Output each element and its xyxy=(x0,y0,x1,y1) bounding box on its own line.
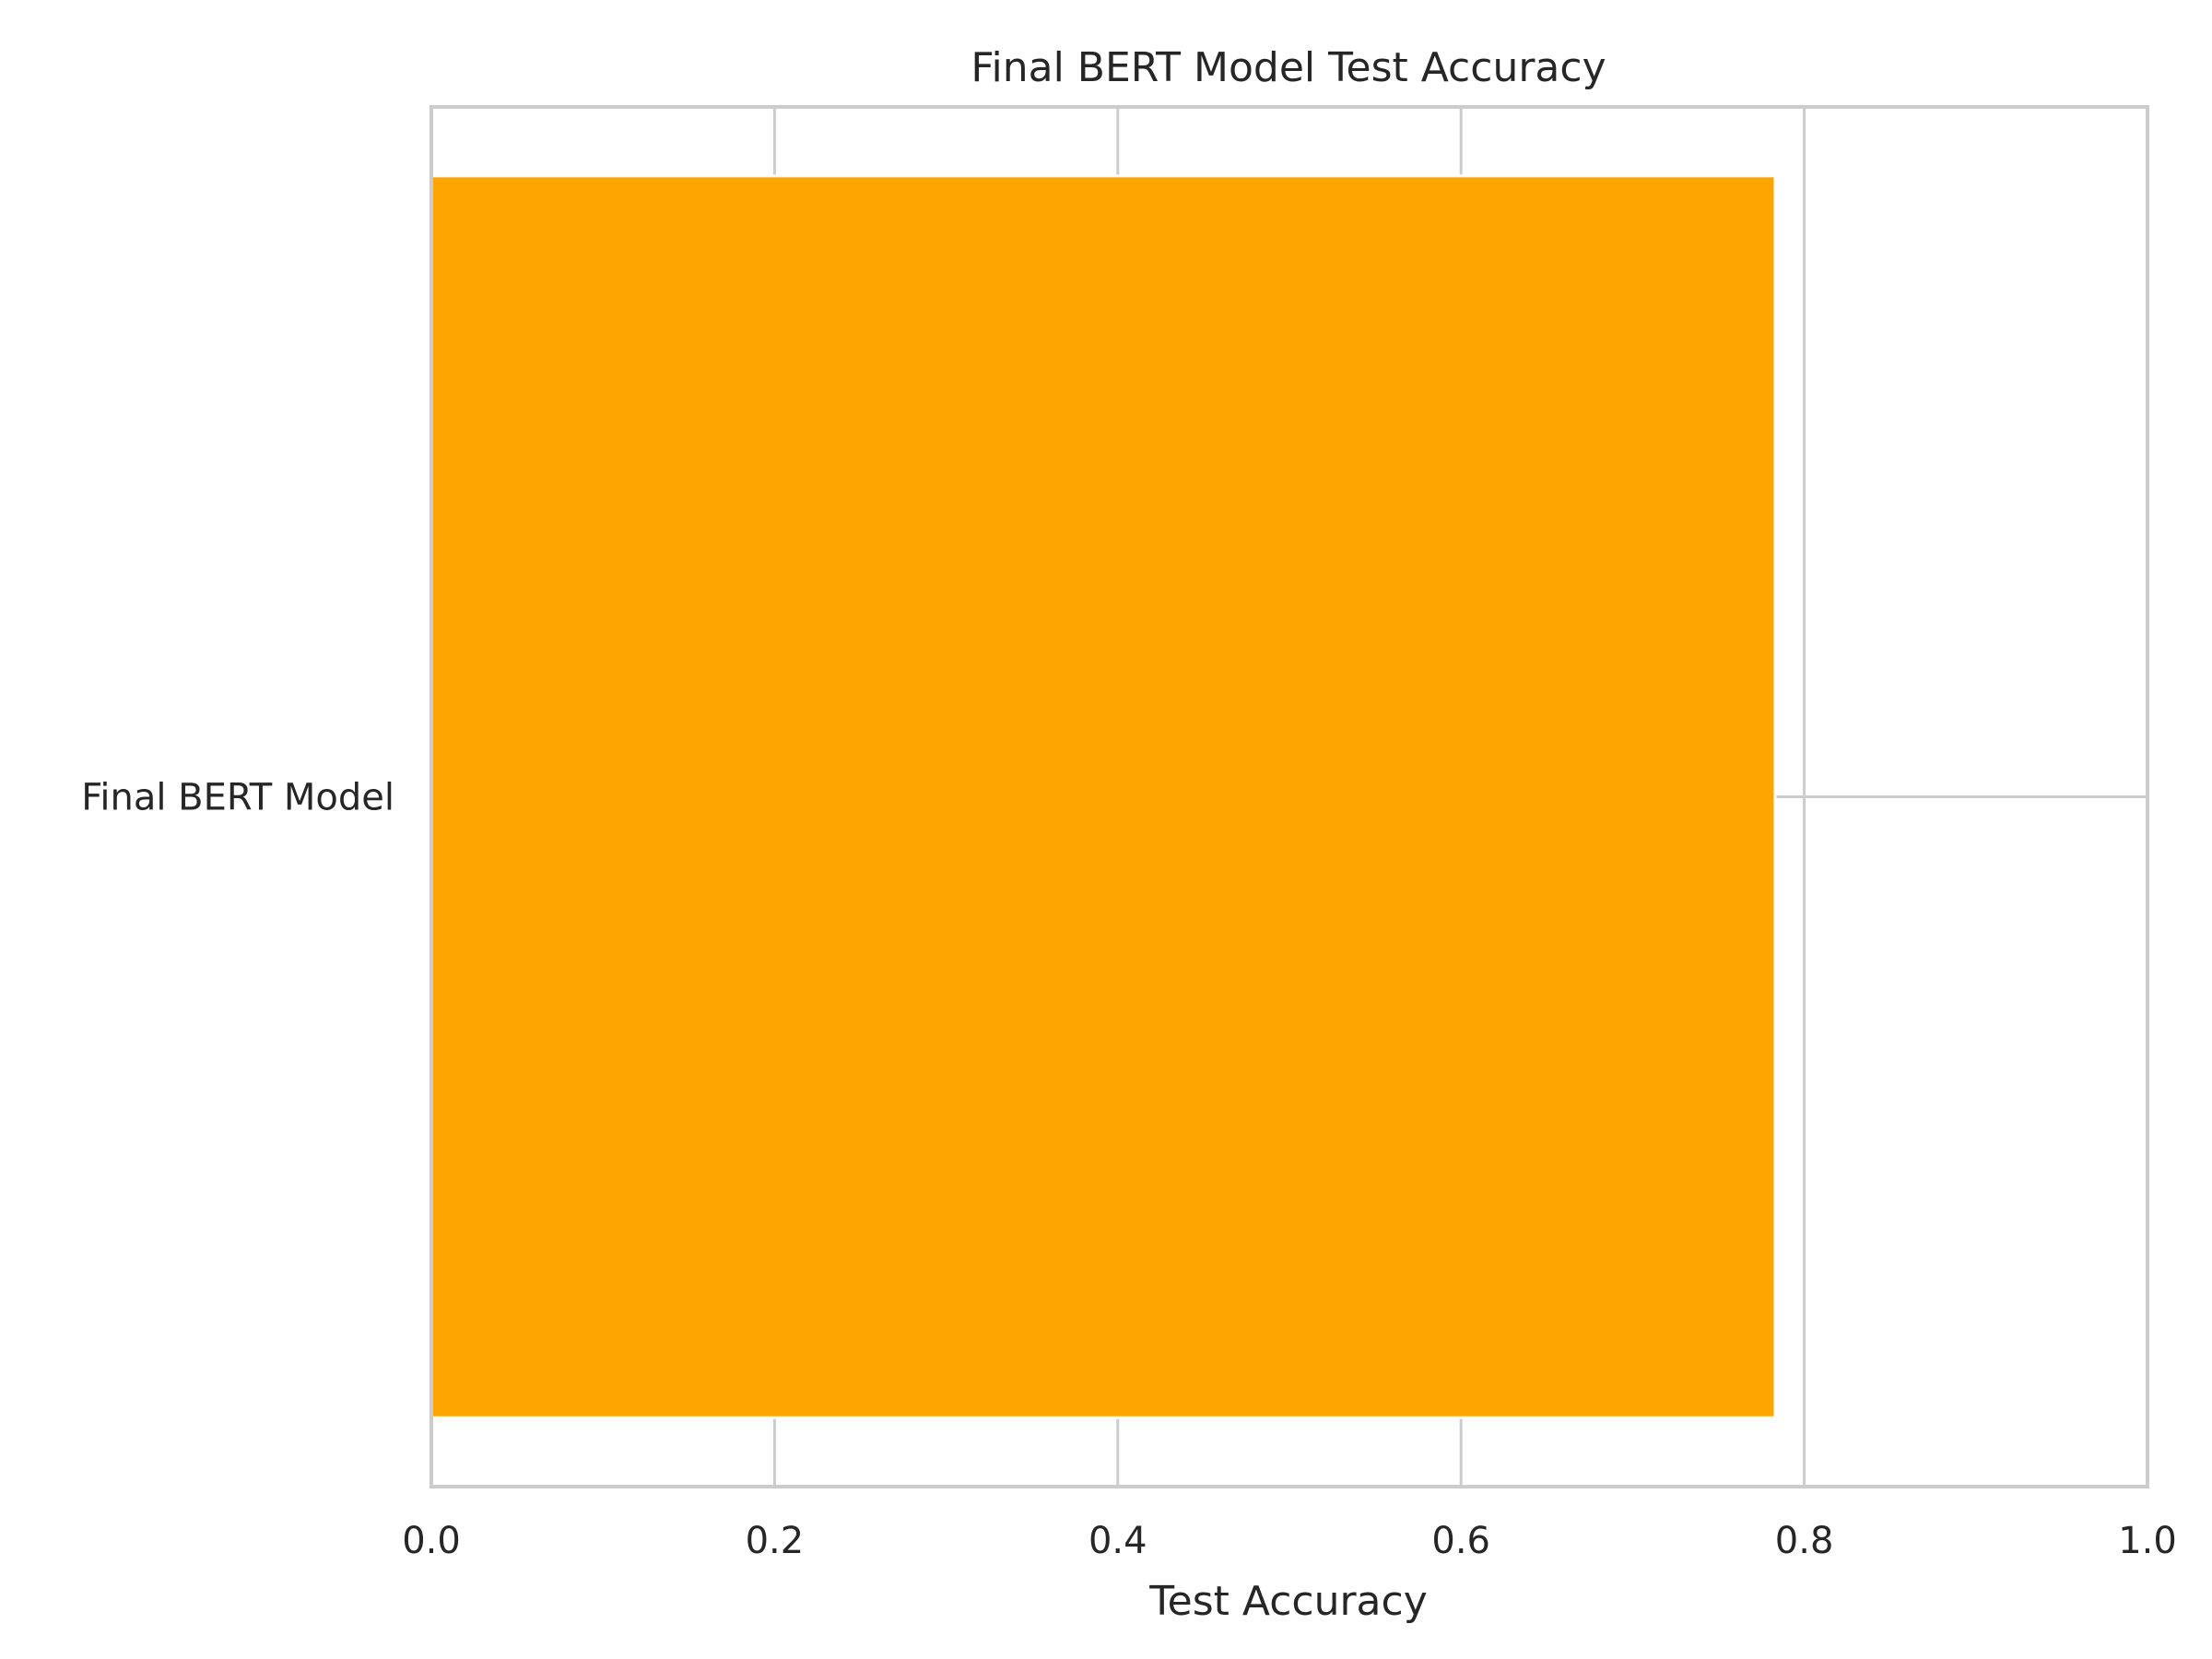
bar xyxy=(431,176,1775,1418)
x-tick-label: 0.0 xyxy=(402,1520,461,1562)
x-tick-label: 0.8 xyxy=(1775,1520,1834,1562)
chart-title: Final BERT Model Test Accuracy xyxy=(971,44,1606,91)
x-tick-label: 0.4 xyxy=(1088,1520,1147,1562)
y-tick-label: Final BERT Model xyxy=(81,777,394,819)
x-tick-label: 0.6 xyxy=(1431,1520,1490,1562)
x-tick-label: 1.0 xyxy=(2118,1520,2177,1562)
x-tick-label: 0.2 xyxy=(746,1520,805,1562)
y-axis-ticks: Final BERT Model xyxy=(81,777,394,819)
bar-layer xyxy=(431,176,1775,1418)
x-axis-ticks: 0.0 0.2 0.4 0.6 0.8 1.0 xyxy=(402,1520,2177,1562)
x-axis-label: Test Accuracy xyxy=(1148,1578,1428,1625)
